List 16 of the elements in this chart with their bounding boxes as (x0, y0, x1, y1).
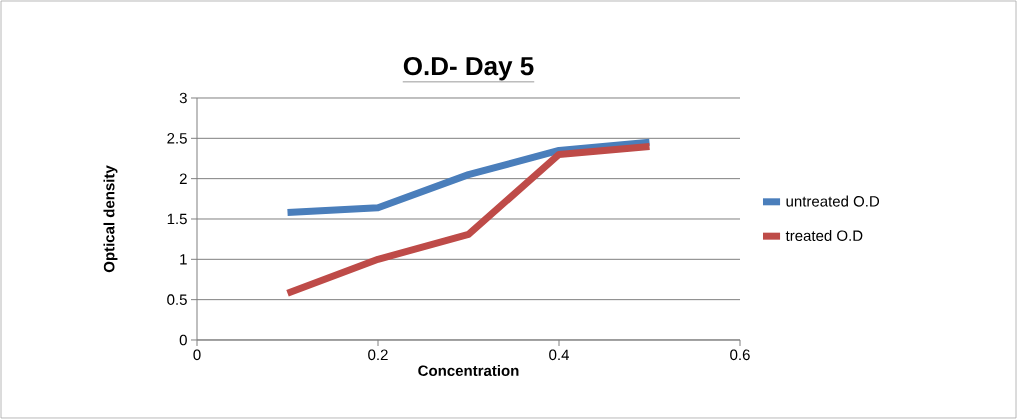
y-tick-label: 0 (179, 334, 187, 346)
x-tick-label: 0.6 (730, 349, 750, 361)
x-axis-title: Concentration (418, 365, 519, 377)
x-tick-label: 0.4 (549, 349, 569, 361)
y-tick-label: 3 (179, 92, 187, 104)
chart-title: O.D- Day 5 (403, 56, 534, 81)
y-tick-label: 1.5 (167, 213, 187, 225)
y-tick-label: 0.5 (167, 294, 187, 305)
x-tick-label: 0.2 (368, 349, 388, 361)
y-axis-title: Optical density (103, 165, 118, 273)
legend-label: untreated O.D (786, 195, 880, 207)
y-tick-label: 2.5 (167, 133, 187, 144)
y-tick-label: 1 (180, 254, 187, 265)
x-tick-label: 0 (193, 349, 201, 361)
y-tick-label: 2 (179, 173, 187, 184)
legend-label: treated O.D (785, 229, 863, 241)
